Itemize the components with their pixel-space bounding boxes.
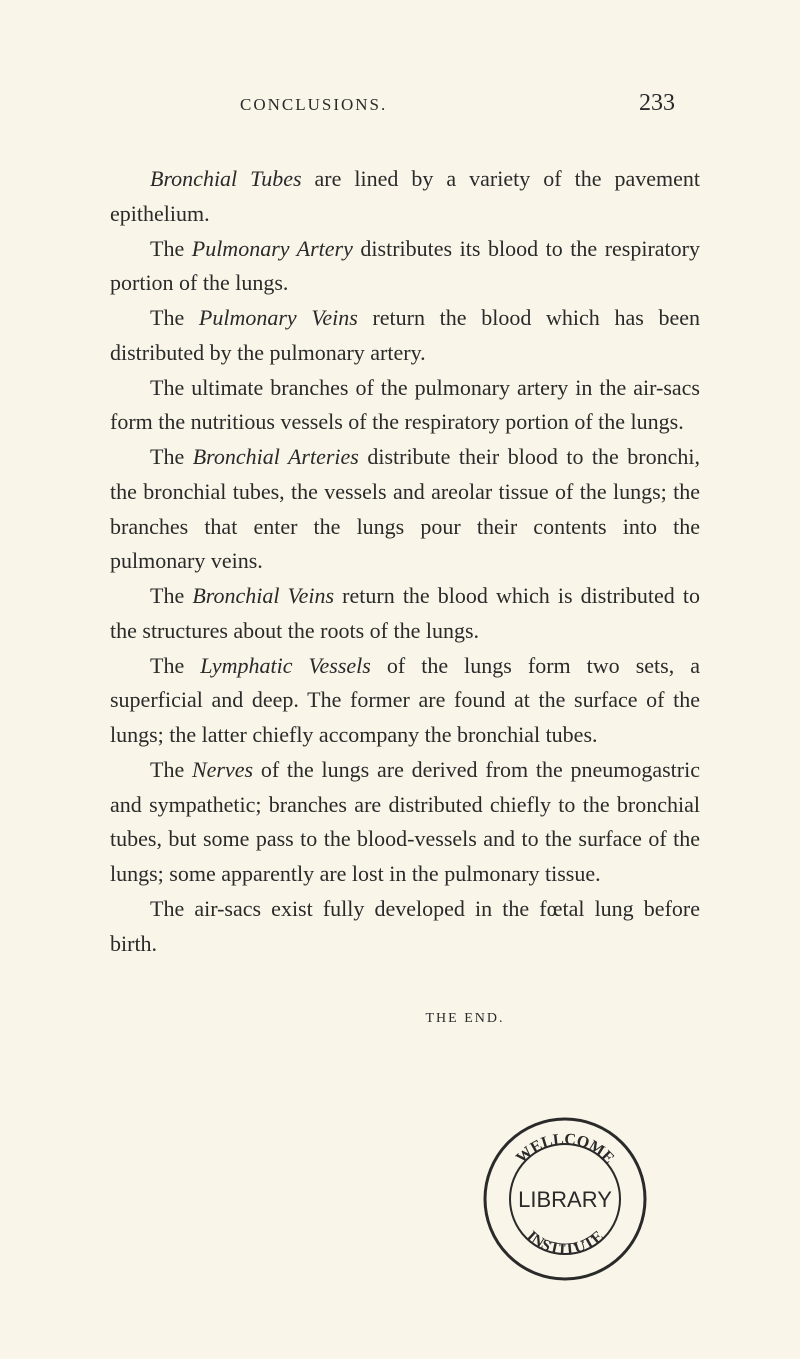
paragraph-6: The Bronchial Veins return the blood whi… [110,579,700,649]
header-title: CONCLUSIONS. [240,95,387,115]
italic-term: Lymphatic Vessels [200,653,371,678]
stamp-bottom-text: INSTITUTE [523,1228,607,1258]
paragraph-4: The ultimate branches of the pulmonary a… [110,371,700,441]
paragraph-5: The Bronchial Arteries distribute their … [110,440,700,579]
text-prefix: The [150,444,193,469]
paragraph-9: The air-sacs exist fully developed in th… [110,892,700,962]
paragraph-1: Bronchial Tubes are lined by a variety o… [110,162,700,232]
text-segment: The ultimate branches of the pulmonary a… [110,375,700,435]
text-prefix: The [150,653,200,678]
text-segment: The air-sacs exist fully developed in th… [110,896,700,956]
italic-term: Nerves [192,757,253,782]
text-prefix: The [150,236,192,261]
italic-term: Bronchial Veins [192,583,334,608]
text-prefix: The [150,305,199,330]
text-prefix: The [150,757,192,782]
body-text: Bronchial Tubes are lined by a variety o… [110,162,700,961]
text-prefix: The [150,583,192,608]
stamp-center-text: LIBRARY [518,1187,612,1212]
paragraph-7: The Lymphatic Vessels of the lungs form … [110,649,700,753]
italic-term: Pulmonary Veins [199,305,358,330]
paragraph-8: The Nerves of the lungs are derived from… [110,753,700,892]
page-header: CONCLUSIONS. 233 [110,90,700,117]
stamp-top-text: WELLCOME [513,1131,617,1167]
italic-term: Pulmonary Artery [192,236,353,261]
end-mark: THE END. [230,1011,700,1027]
stamp-svg: WELLCOME INSTITUTE LIBRARY [480,1114,650,1284]
paragraph-2: The Pulmonary Artery distributes its blo… [110,232,700,302]
italic-term: Bronchial Arteries [193,444,359,469]
italic-term: Bronchial Tubes [150,166,302,191]
page-number: 233 [639,90,675,117]
paragraph-3: The Pulmonary Veins return the blood whi… [110,301,700,371]
library-stamp: WELLCOME INSTITUTE LIBRARY [480,1114,650,1284]
